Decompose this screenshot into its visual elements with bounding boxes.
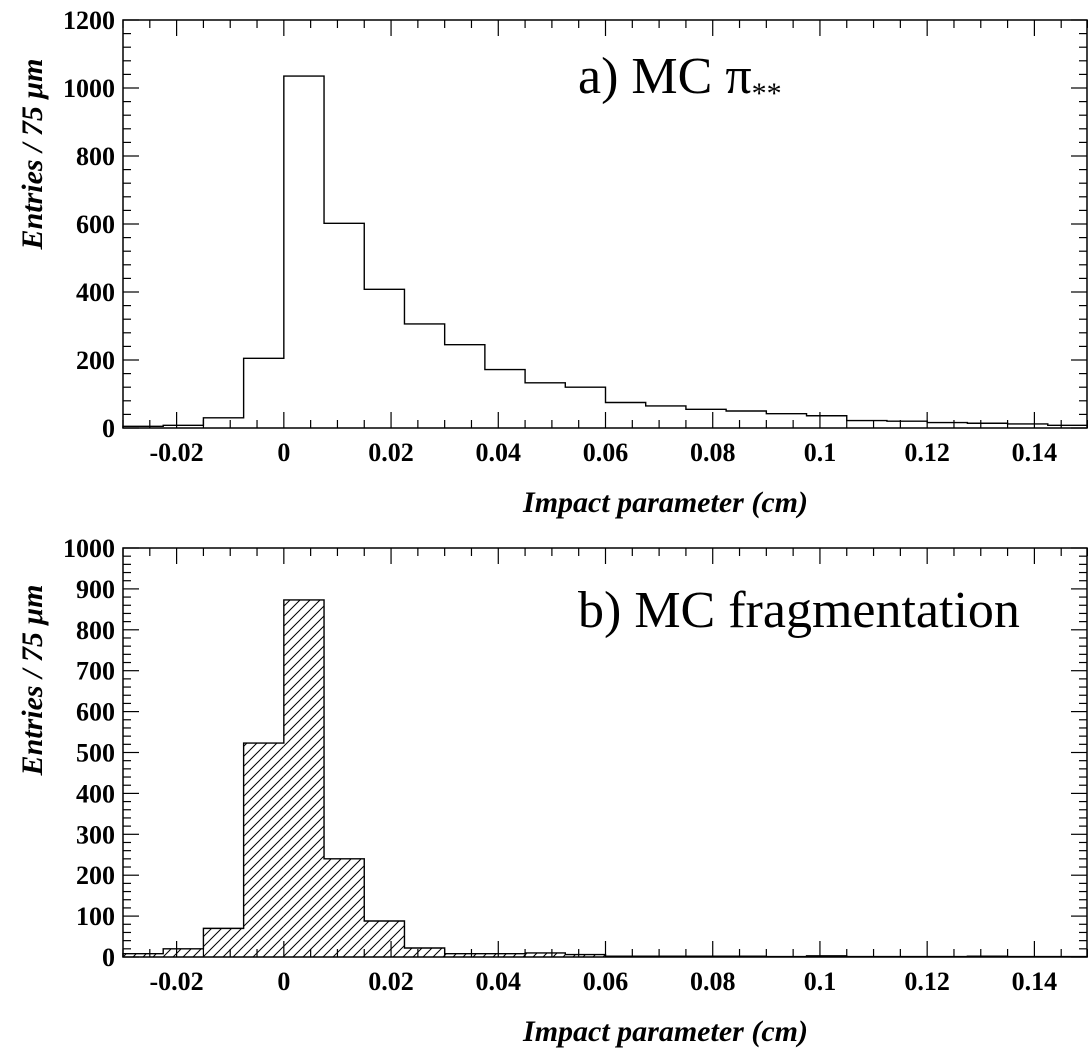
histogram-panel-b: -0.02 0 0.02 0.04 0.06 0.08 0.1 0.12 0.14 0 100 200…	[16, 534, 1088, 1048]
x-tick-label: 0.12	[904, 967, 950, 996]
y-tick-label: 100	[76, 902, 115, 931]
histogram-bar	[203, 928, 244, 957]
histogram-bar	[324, 223, 364, 428]
y-tick-label: 600	[76, 698, 115, 727]
x-tick-label: 0.14	[1012, 967, 1058, 996]
panel-title: b) MC fragmentation	[578, 582, 1020, 639]
x-tick-label: 0.1	[804, 967, 837, 996]
histogram-bar	[123, 953, 164, 957]
panel-title-text: b) MC fragmentation	[578, 582, 1020, 639]
histogram-bar	[243, 743, 284, 957]
histogram-bar	[163, 948, 204, 957]
histogram-bar	[364, 289, 404, 428]
y-tick-label: 800	[76, 142, 115, 171]
x-tick-label: 0.02	[368, 967, 414, 996]
histogram-bar	[525, 383, 565, 428]
x-tick-label: 0.1	[804, 438, 837, 467]
x-tick-label: -0.02	[150, 438, 204, 467]
x-tick-label: 0.08	[690, 967, 736, 996]
histogram-bar	[606, 403, 646, 429]
y-tick-label: 1200	[63, 6, 115, 35]
y-tick-label: 600	[76, 210, 115, 239]
histogram-bar	[244, 358, 284, 428]
panel-title-subscript: **	[752, 77, 782, 110]
x-tick-label: 0.06	[583, 967, 629, 996]
x-tick-label: 0.04	[476, 438, 522, 467]
y-tick-label: 300	[76, 820, 115, 849]
y-tick-label: 500	[76, 739, 115, 768]
histogram-bar	[445, 345, 485, 428]
y-tick-label: 200	[76, 861, 115, 890]
y-tick-label: 200	[76, 346, 115, 375]
histogram-bar	[283, 599, 325, 957]
histogram-bar	[404, 948, 445, 957]
histogram-bar	[847, 421, 887, 428]
histogram-panel-a: -0.02 0 0.02 0.04 0.06 0.08 0.1 0.12 0.14 0 200 400…	[16, 6, 1088, 519]
histogram-bar	[404, 324, 444, 428]
histogram-bars	[122, 75, 1088, 429]
y-axis: 0 100 200 300 400 500 600 700 800 900 1000	[63, 534, 1087, 972]
histogram-bar	[686, 409, 726, 428]
x-axis-title: Impact parameter (cm)	[522, 486, 808, 519]
histogram-bar	[565, 387, 605, 428]
y-tick-label: 400	[76, 779, 115, 808]
y-tick-label: 400	[76, 278, 115, 307]
histogram-bar	[525, 952, 566, 957]
x-axis-title: Impact parameter (cm)	[522, 1015, 808, 1048]
y-axis-title: Entries / 75 μm	[16, 585, 49, 777]
y-tick-label: 1000	[63, 74, 115, 103]
x-tick-label: 0	[277, 967, 290, 996]
y-tick-label: 800	[76, 616, 115, 645]
histogram-bar	[927, 423, 967, 428]
histogram-bar	[646, 406, 686, 428]
histogram-bars	[122, 599, 1088, 958]
x-axis: -0.02 0 0.02 0.04 0.06 0.08 0.1 0.12 0.14	[122, 548, 1088, 996]
x-tick-label: 0.06	[583, 438, 629, 467]
x-tick-label: -0.02	[150, 967, 204, 996]
x-axis: -0.02 0 0.02 0.04 0.06 0.08 0.1 0.12 0.14	[122, 20, 1088, 467]
x-tick-label: 0.14	[1012, 438, 1058, 467]
histogram-bar	[444, 953, 485, 957]
histogram-outline	[122, 75, 1088, 428]
x-tick-label: 0.12	[904, 438, 950, 467]
histogram-bar	[766, 414, 806, 428]
x-tick-label: 0	[277, 438, 290, 467]
histogram-bar	[364, 921, 405, 957]
x-tick-label: 0.08	[690, 438, 736, 467]
histogram-bar	[807, 416, 847, 428]
y-tick-label: 700	[76, 657, 115, 686]
histogram-bar	[485, 370, 525, 428]
y-tick-label: 900	[76, 575, 115, 604]
x-tick-label: 0.04	[476, 967, 522, 996]
panel-title: a) MC π**	[578, 48, 782, 110]
histogram-bar	[203, 418, 243, 428]
histogram-bar	[484, 953, 526, 957]
histogram-bar	[324, 858, 365, 957]
y-axis: 0 200 400 600 800 1000 1200	[63, 6, 1087, 443]
y-axis-title: Entries / 75 μm	[16, 59, 49, 251]
histogram-bar	[726, 411, 766, 428]
y-tick-label: 1000	[63, 534, 115, 563]
y-tick-label: 0	[102, 943, 115, 972]
y-tick-label: 0	[102, 414, 115, 443]
x-tick-label: 0.02	[368, 438, 414, 467]
histogram-bar	[284, 76, 324, 428]
panel-title-text: a) MC π	[578, 48, 752, 105]
histogram-bar	[887, 421, 927, 428]
histogram-bar	[565, 954, 606, 957]
